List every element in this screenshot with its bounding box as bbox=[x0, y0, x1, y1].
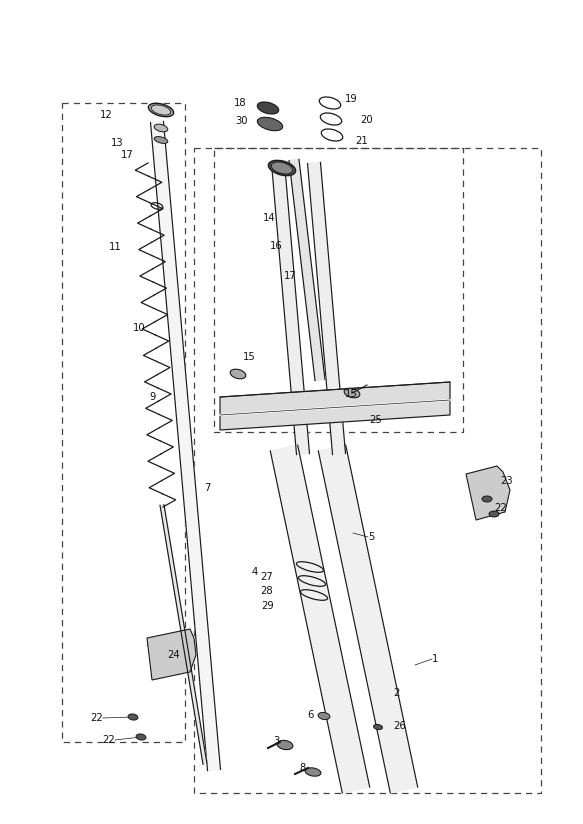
Text: 17: 17 bbox=[284, 271, 297, 281]
Text: 14: 14 bbox=[263, 213, 276, 223]
Ellipse shape bbox=[271, 162, 293, 174]
Text: 7: 7 bbox=[204, 483, 210, 493]
Ellipse shape bbox=[489, 511, 499, 517]
Ellipse shape bbox=[230, 369, 246, 379]
Text: 15: 15 bbox=[243, 352, 256, 362]
Text: 25: 25 bbox=[369, 415, 382, 425]
Ellipse shape bbox=[257, 117, 283, 131]
Text: 12: 12 bbox=[100, 110, 113, 120]
Text: 6: 6 bbox=[308, 710, 314, 720]
Text: 22: 22 bbox=[90, 713, 103, 723]
Text: 22: 22 bbox=[494, 503, 507, 513]
Ellipse shape bbox=[482, 496, 492, 502]
Ellipse shape bbox=[277, 740, 293, 750]
Text: 9: 9 bbox=[149, 392, 156, 402]
Ellipse shape bbox=[148, 103, 174, 117]
Ellipse shape bbox=[318, 713, 330, 719]
Ellipse shape bbox=[151, 105, 171, 115]
Polygon shape bbox=[466, 466, 510, 520]
Polygon shape bbox=[318, 445, 417, 793]
Text: 19: 19 bbox=[345, 94, 358, 104]
Bar bbox=[214, 148, 463, 432]
Ellipse shape bbox=[257, 102, 279, 114]
Polygon shape bbox=[147, 629, 196, 680]
Text: 20: 20 bbox=[360, 115, 373, 125]
Ellipse shape bbox=[136, 734, 146, 740]
Ellipse shape bbox=[268, 161, 296, 176]
Text: 3: 3 bbox=[274, 736, 280, 746]
Text: 28: 28 bbox=[261, 586, 273, 596]
Ellipse shape bbox=[344, 388, 360, 398]
Text: 22: 22 bbox=[102, 735, 115, 745]
Text: 16: 16 bbox=[270, 241, 283, 251]
Polygon shape bbox=[272, 162, 310, 455]
Text: 23: 23 bbox=[500, 476, 512, 486]
Text: 26: 26 bbox=[393, 721, 406, 731]
Ellipse shape bbox=[128, 714, 138, 720]
Text: 11: 11 bbox=[109, 242, 122, 252]
Polygon shape bbox=[160, 504, 207, 765]
Ellipse shape bbox=[305, 768, 321, 776]
Text: 30: 30 bbox=[235, 116, 248, 126]
Polygon shape bbox=[307, 162, 346, 455]
Bar bbox=[62, 103, 185, 742]
Ellipse shape bbox=[374, 724, 382, 729]
Polygon shape bbox=[289, 159, 325, 381]
Text: 15: 15 bbox=[345, 389, 358, 399]
Bar bbox=[194, 148, 541, 793]
Polygon shape bbox=[150, 121, 220, 770]
Text: 21: 21 bbox=[355, 136, 368, 146]
Ellipse shape bbox=[154, 124, 168, 132]
Text: 24: 24 bbox=[167, 650, 180, 660]
Text: 1: 1 bbox=[432, 654, 438, 664]
Ellipse shape bbox=[154, 137, 168, 143]
Text: 10: 10 bbox=[133, 323, 146, 333]
Text: 13: 13 bbox=[111, 138, 124, 148]
Text: 27: 27 bbox=[260, 572, 273, 582]
Text: 5: 5 bbox=[368, 532, 374, 542]
Polygon shape bbox=[220, 382, 450, 430]
Polygon shape bbox=[271, 445, 370, 793]
Text: 29: 29 bbox=[261, 601, 274, 611]
Text: 2: 2 bbox=[393, 688, 399, 698]
Text: 17: 17 bbox=[121, 150, 134, 160]
Text: 4: 4 bbox=[252, 567, 258, 577]
Text: 18: 18 bbox=[234, 98, 247, 108]
Text: 8: 8 bbox=[299, 763, 305, 773]
